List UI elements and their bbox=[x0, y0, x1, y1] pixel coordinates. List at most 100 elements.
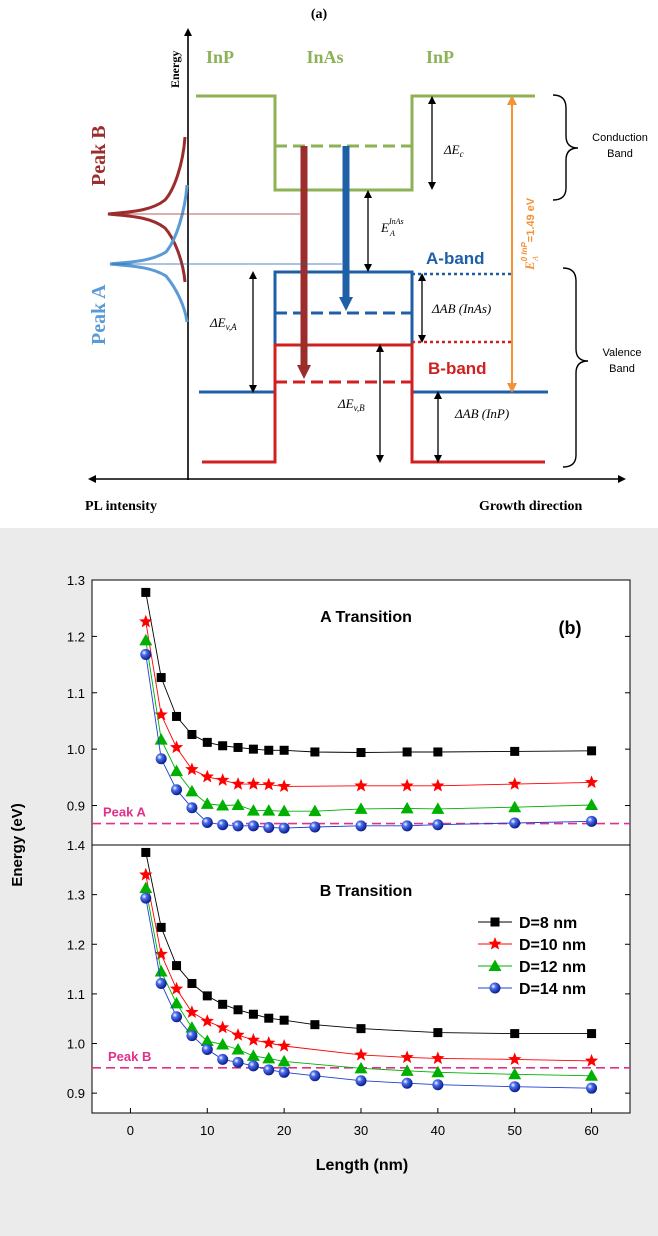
data-point bbox=[231, 777, 245, 790]
data-point bbox=[508, 1067, 522, 1080]
data-point bbox=[433, 1028, 443, 1038]
data-point bbox=[510, 1029, 520, 1039]
panel-b-chart: (b) A Transition B Transition Energy (eV… bbox=[9, 573, 631, 1174]
data-point bbox=[169, 740, 184, 754]
data-point bbox=[277, 804, 291, 817]
x-tick-label: 30 bbox=[354, 1123, 368, 1138]
x-tick-label: 20 bbox=[277, 1123, 291, 1138]
conduction-band-brace bbox=[552, 94, 579, 201]
data-point bbox=[154, 965, 168, 977]
data-point bbox=[216, 799, 230, 811]
data-point bbox=[355, 1075, 367, 1087]
data-point bbox=[263, 1064, 275, 1076]
data-point bbox=[170, 996, 184, 1009]
data-point bbox=[200, 769, 214, 783]
data-point bbox=[170, 764, 184, 777]
data-point bbox=[216, 1038, 230, 1050]
panel-b-label: (b) bbox=[559, 618, 582, 638]
data-point bbox=[139, 614, 153, 628]
data-point bbox=[186, 802, 198, 814]
ea-inp-label: E0 InP=1.49 eV bbox=[520, 197, 537, 271]
conduction-band-label-line2: Band bbox=[607, 148, 633, 160]
data-point bbox=[231, 1042, 245, 1055]
data-point bbox=[356, 748, 366, 758]
y-tick-label: 1.4 bbox=[67, 838, 85, 853]
data-point bbox=[402, 747, 412, 757]
energy-axis-label: Energy bbox=[168, 51, 182, 88]
x-tick-label: 60 bbox=[584, 1123, 598, 1138]
data-point bbox=[510, 746, 520, 756]
data-point bbox=[584, 1053, 599, 1067]
legend-marker bbox=[488, 959, 502, 971]
x-tick-label: 50 bbox=[507, 1123, 521, 1138]
data-point bbox=[218, 741, 228, 751]
y-tick-label: 1.2 bbox=[67, 937, 85, 952]
data-point bbox=[172, 961, 182, 971]
data-point bbox=[356, 1024, 366, 1034]
data-point bbox=[508, 777, 522, 790]
data-point bbox=[354, 1061, 368, 1074]
data-point bbox=[139, 881, 153, 894]
y-tick-label: 1.2 bbox=[67, 629, 85, 644]
valence-band-label-line1: Valence bbox=[603, 347, 642, 359]
delta-ab-inp-label: ΔAB (InP) bbox=[454, 406, 509, 421]
x-tick-label: 10 bbox=[200, 1123, 214, 1138]
x-tick-label: 0 bbox=[127, 1123, 134, 1138]
data-point bbox=[355, 820, 367, 832]
data-point bbox=[202, 737, 212, 747]
data-point bbox=[155, 753, 167, 765]
peak-b-label: Peak B bbox=[88, 125, 110, 186]
legend-label: D=8 nm bbox=[519, 915, 577, 932]
data-point bbox=[309, 821, 321, 833]
data-point bbox=[431, 1065, 445, 1078]
b-band-label: B-band bbox=[428, 359, 487, 378]
data-point bbox=[140, 648, 152, 660]
series-line bbox=[145, 654, 592, 829]
data-point bbox=[187, 729, 197, 739]
data-point bbox=[310, 1020, 320, 1030]
data-point bbox=[432, 1079, 444, 1091]
data-point bbox=[200, 797, 214, 809]
data-point bbox=[139, 867, 153, 881]
data-point bbox=[216, 773, 230, 786]
data-point bbox=[262, 804, 276, 816]
y-tick-label: 1.1 bbox=[67, 987, 85, 1002]
data-point bbox=[169, 981, 184, 995]
data-point bbox=[154, 707, 168, 721]
data-point bbox=[231, 798, 245, 810]
data-point bbox=[277, 779, 291, 793]
data-point bbox=[248, 1009, 258, 1019]
data-point bbox=[187, 978, 197, 988]
data-point bbox=[155, 977, 167, 989]
pl-intensity-label: PL intensity bbox=[85, 499, 157, 514]
data-point bbox=[264, 745, 274, 755]
chart-a-title: A Transition bbox=[320, 609, 412, 626]
data-point bbox=[200, 1014, 214, 1027]
delta-evb-label: ΔEv,B bbox=[337, 396, 365, 413]
data-point bbox=[233, 1005, 243, 1015]
panel-a-label: (a) bbox=[311, 7, 328, 22]
data-point bbox=[171, 784, 183, 796]
a-band-edge bbox=[199, 270, 548, 394]
data-point bbox=[400, 1050, 414, 1064]
delta-eva-label: ΔEv,A bbox=[209, 315, 237, 332]
data-point bbox=[433, 747, 443, 757]
data-point bbox=[156, 922, 166, 932]
data-point bbox=[185, 1005, 199, 1018]
data-point bbox=[310, 747, 320, 757]
y-tick-label: 1.3 bbox=[67, 888, 85, 903]
data-point bbox=[400, 801, 414, 814]
reference-line-label: Peak A bbox=[103, 805, 146, 820]
data-point bbox=[508, 1052, 522, 1066]
chart-marks-layer: 0.9 1.0 1.1 1.2 1.3 Peak A 0.9 1.0 1.1 1.2 1.3 1.4 0… bbox=[67, 573, 630, 1138]
data-point bbox=[509, 1081, 521, 1093]
data-point bbox=[218, 999, 228, 1009]
data-point bbox=[172, 711, 182, 721]
x-axis-label: Length (nm) bbox=[316, 1157, 408, 1174]
x-tick-label: 40 bbox=[431, 1123, 445, 1138]
data-point bbox=[156, 673, 166, 683]
legend-marker bbox=[488, 937, 502, 950]
data-point bbox=[141, 587, 151, 597]
data-point bbox=[586, 815, 598, 827]
